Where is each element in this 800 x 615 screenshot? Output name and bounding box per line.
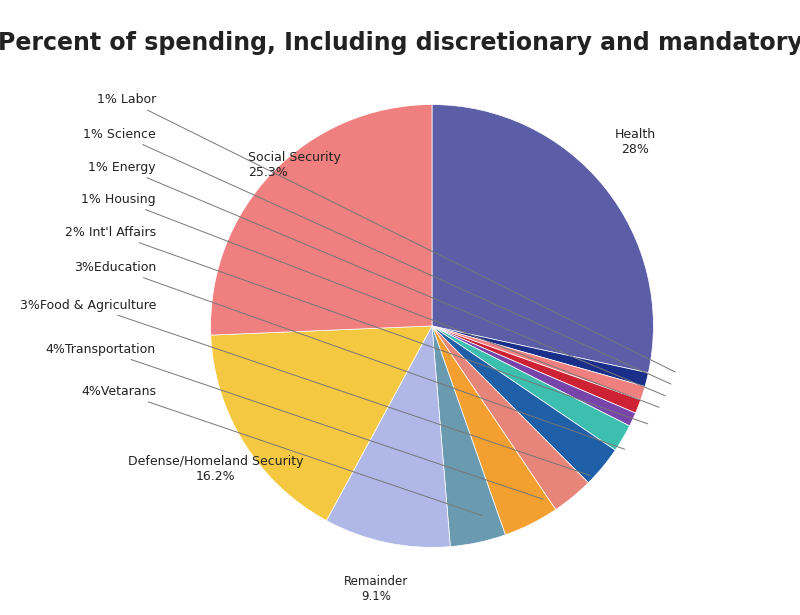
Wedge shape bbox=[432, 326, 641, 413]
Text: Social Security
25.3%: Social Security 25.3% bbox=[248, 151, 341, 179]
Wedge shape bbox=[210, 105, 432, 335]
Wedge shape bbox=[432, 326, 588, 510]
Text: Percent of spending, Including discretionary and mandatory: Percent of spending, Including discretio… bbox=[0, 31, 800, 55]
Text: Defense/Homeland Security
16.2%: Defense/Homeland Security 16.2% bbox=[128, 455, 304, 483]
Wedge shape bbox=[210, 326, 432, 520]
Text: Remainder
9.1%: Remainder 9.1% bbox=[344, 575, 409, 603]
Wedge shape bbox=[432, 326, 645, 400]
Wedge shape bbox=[432, 326, 556, 535]
Wedge shape bbox=[432, 105, 654, 373]
Text: Health
28%: Health 28% bbox=[614, 129, 656, 156]
Wedge shape bbox=[326, 326, 450, 547]
Wedge shape bbox=[432, 326, 648, 387]
Wedge shape bbox=[432, 326, 635, 426]
Wedge shape bbox=[432, 326, 630, 450]
Wedge shape bbox=[432, 326, 615, 483]
Wedge shape bbox=[432, 326, 506, 547]
